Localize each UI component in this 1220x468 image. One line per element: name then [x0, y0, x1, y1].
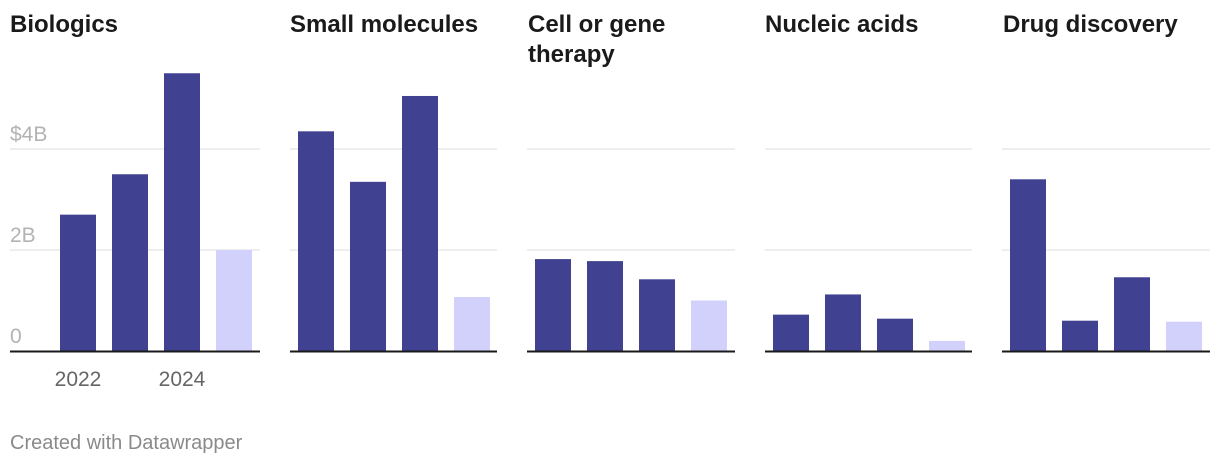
bar: [773, 314, 809, 351]
y-tick-label: $4B: [10, 123, 47, 146]
footer-credit: Created with Datawrapper: [10, 432, 243, 454]
panel-title-drug-discovery: Drug discovery: [1003, 11, 1178, 38]
bar: [1062, 320, 1098, 351]
bar: [164, 73, 200, 351]
bar: [454, 296, 490, 351]
bar: [60, 214, 96, 351]
bar: [402, 95, 438, 351]
panel-title-small-molecules: Small molecules: [290, 11, 479, 38]
bar: [1114, 277, 1150, 351]
y-tick-label: 2B: [10, 224, 36, 247]
bar: [1166, 321, 1202, 351]
bar: [1010, 179, 1046, 351]
bar: [298, 131, 334, 351]
bar: [587, 261, 623, 351]
bar: [639, 279, 675, 351]
panel-title-biologics: Biologics: [10, 11, 119, 38]
panel-title-nucleic-acids: Nucleic acids: [765, 11, 919, 38]
bar: [691, 300, 727, 351]
bar: [535, 259, 571, 351]
bar: [350, 181, 386, 351]
x-tick-label: 2022: [55, 368, 102, 391]
bar: [877, 318, 913, 351]
y-tick-label: 0: [10, 325, 22, 348]
panel-title-cell-or-gene-therapy: Cell or gene therapy: [528, 11, 666, 68]
bar: [112, 174, 148, 351]
bar: [825, 294, 861, 351]
x-tick-label: 2024: [159, 368, 206, 391]
bar: [929, 340, 965, 351]
bar: [216, 250, 252, 351]
